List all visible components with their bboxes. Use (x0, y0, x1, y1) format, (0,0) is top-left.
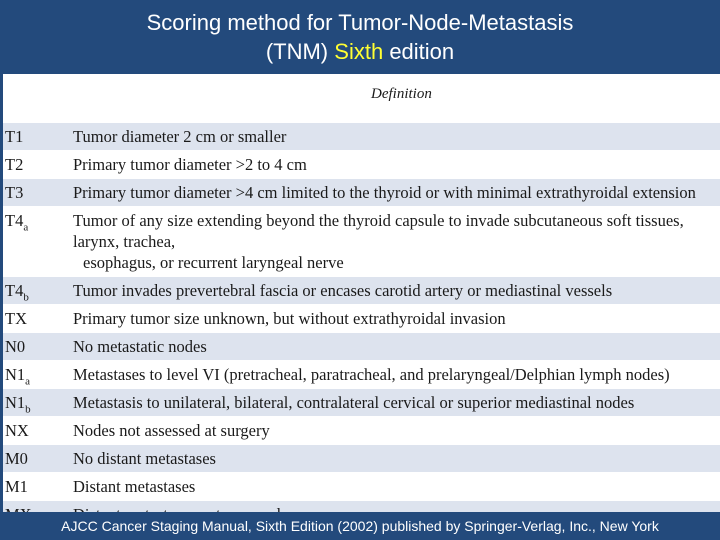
code-text: M0 (5, 449, 28, 468)
definition-text: Metastases to level VI (pretracheal, par… (73, 365, 670, 384)
table-row: M0 No distant metastases (3, 444, 720, 472)
table-row: T1 Tumor diameter 2 cm or smaller (3, 122, 720, 150)
table-row: T4a Tumor of any size extending beyond th… (3, 206, 720, 276)
row-definition: No metastatic nodes (73, 333, 720, 360)
definition-text: No distant metastases (73, 449, 216, 468)
row-code: M1 (5, 476, 28, 497)
row-code: NX (5, 420, 29, 441)
definition-text: Tumor of any size extending beyond the t… (73, 211, 684, 251)
row-code: T3 (5, 182, 23, 203)
row-code: T4a (5, 210, 28, 238)
row-definition: Tumor diameter 2 cm or smaller (73, 123, 720, 150)
code-text: N1 (5, 393, 26, 412)
row-code: N1b (5, 392, 31, 420)
row-code: N0 (5, 336, 25, 357)
definition-text: Primary tumor diameter >4 cm limited to … (73, 183, 696, 202)
row-definition: Nodes not assessed at surgery (73, 417, 720, 444)
definition-text: Tumor diameter 2 cm or smaller (73, 127, 287, 146)
code-text: T1 (5, 127, 24, 146)
code-text: M1 (5, 477, 28, 496)
definition-text: No metastatic nodes (73, 337, 207, 356)
title-text: edition (389, 39, 455, 64)
code-subscript: a (23, 221, 29, 234)
row-code: M0 (5, 448, 28, 469)
row-code: N1a (5, 364, 30, 392)
table-row: N1b Metastasis to unilateral, bilateral, … (3, 388, 720, 416)
title-bar: Scoring method for Tumor-Node-Metastasis… (0, 0, 720, 74)
definition-text: Metastasis to unilateral, bilateral, con… (73, 393, 635, 412)
row-definition: Metastases to level VI (pretracheal, par… (73, 361, 720, 388)
table-row: T2 Primary tumor diameter >2 to 4 cm (3, 150, 720, 178)
table-row: T3 Primary tumor diameter >4 cm limited t… (3, 178, 720, 206)
row-definition: Primary tumor size unknown, but without … (73, 305, 720, 332)
table-row: TX Primary tumor size unknown, but withou… (3, 304, 720, 332)
table-row: NX Nodes not assessed at surgery (3, 416, 720, 444)
definition-text: Primary tumor diameter >2 to 4 cm (73, 155, 307, 174)
code-text: N1 (5, 365, 26, 384)
table-row: T4b Tumor invades prevertebral fascia or … (3, 276, 720, 304)
code-text: T4 (5, 281, 24, 300)
row-code: T2 (5, 154, 23, 175)
definition-text: Tumor invades prevertebral fascia or enc… (73, 281, 613, 300)
table-row: N0 No metastatic nodes (3, 332, 720, 360)
footer: AJCC Cancer Staging Manual, Sixth Editio… (0, 512, 720, 540)
row-definition: Primary tumor diameter >2 to 4 cm (73, 151, 720, 178)
title-text: (TNM) (265, 39, 329, 64)
code-text: TX (5, 309, 27, 328)
code-text: T2 (5, 155, 24, 174)
code-subscript: a (25, 375, 31, 388)
row-code: T1 (5, 126, 23, 147)
row-code: TX (5, 308, 27, 329)
row-definition: Metastasis to unilateral, bilateral, con… (73, 389, 720, 416)
table-row: N1a Metastases to level VI (pretracheal, … (3, 360, 720, 388)
definition-text: Distant metastases (73, 477, 196, 496)
row-definition: Tumor of any size extending beyond the t… (73, 207, 720, 276)
code-text: T3 (5, 183, 24, 202)
code-text: N0 (5, 337, 26, 356)
row-definition: Primary tumor diameter >4 cm limited to … (73, 179, 720, 206)
code-text: T4 (5, 211, 24, 230)
definition-text: esophagus, or recurrent laryngeal nerve (83, 253, 344, 272)
code-subscript: b (25, 403, 31, 416)
row-definition: No distant metastases (73, 445, 720, 472)
title-line: Scoring method for Tumor-Node-Metastasis (146, 10, 574, 35)
title-highlight: Sixth (334, 39, 384, 64)
table-row: M1 Distant metastases (3, 472, 720, 500)
code-text: NX (5, 421, 29, 440)
row-definition: Tumor invades prevertebral fascia or enc… (73, 277, 720, 304)
column-header: Definition (371, 86, 432, 102)
title-line: (TNM) Sixth edition (0, 37, 720, 66)
definition-text: Primary tumor size unknown, but without … (73, 309, 506, 328)
row-definition: Distant metastases (73, 473, 720, 500)
definition-text: Nodes not assessed at surgery (73, 421, 270, 440)
table-body: T1 Tumor diameter 2 cm or smaller T2 Primar… (3, 122, 720, 528)
table: Definition T1 Tumor diameter 2 cm or smal… (0, 74, 720, 528)
code-subscript: b (23, 291, 29, 304)
row-code: T4b (5, 280, 29, 308)
